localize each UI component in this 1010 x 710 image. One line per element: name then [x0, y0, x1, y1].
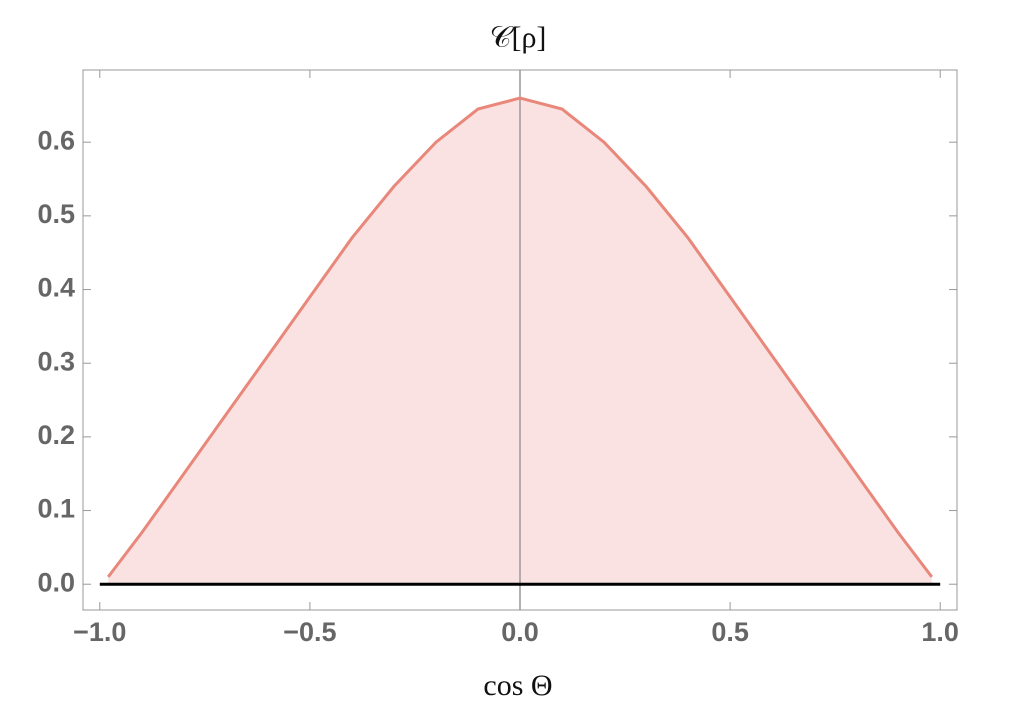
y-tick-label: 0.1: [37, 494, 75, 524]
y-tick-label: 0.4: [37, 273, 75, 303]
x-axis-label: cos Θ: [483, 669, 552, 702]
y-tick-label: 0.2: [37, 420, 75, 450]
x-tick-label: 0.5: [711, 617, 749, 647]
y-tick-label: 0.3: [37, 346, 75, 376]
x-tick-label: −1.0: [73, 617, 126, 647]
x-tick-label: −0.5: [283, 617, 336, 647]
chart-title: 𝒞[ρ]: [490, 21, 547, 54]
curve: [107, 96, 933, 578]
y-tick-label: 0.6: [37, 125, 75, 155]
y-tick-label: 0.0: [37, 567, 75, 597]
x-tick-label: 0.0: [501, 617, 539, 647]
x-tick-label: 1.0: [921, 617, 959, 647]
y-tick-label: 0.5: [37, 199, 75, 229]
